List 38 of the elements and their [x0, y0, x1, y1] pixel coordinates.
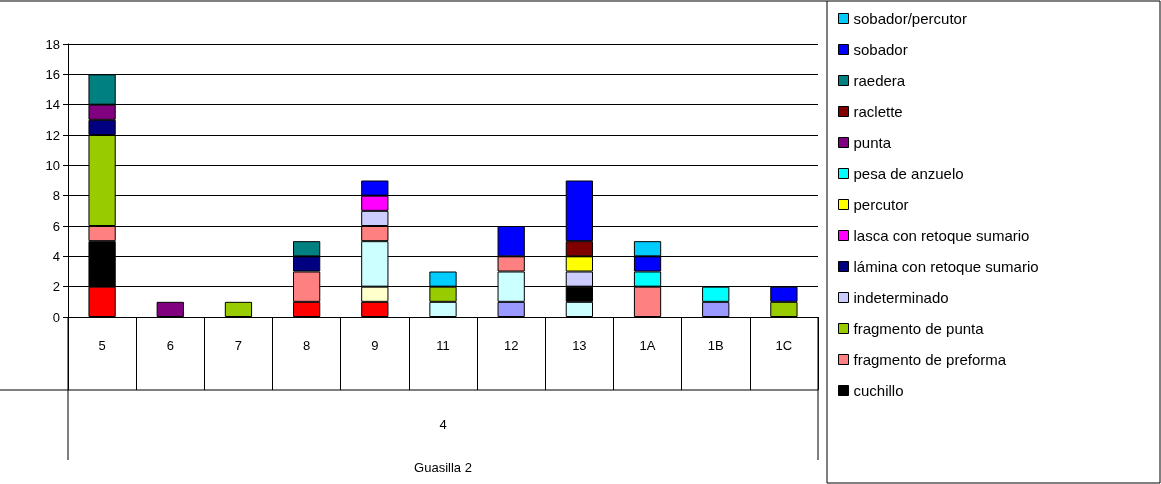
x-tick-label: 11 — [436, 338, 450, 353]
legend-label: indeterminado — [853, 289, 949, 306]
y-tick-label: 2 — [52, 279, 60, 295]
legend-label: percutor — [853, 196, 909, 213]
bar — [156, 301, 184, 317]
y-tick-label: 12 — [45, 127, 60, 143]
legend-label: raclette — [853, 103, 903, 120]
legend-label: lasca con retoque sumario — [853, 227, 1030, 244]
x-tick-label: 6 — [166, 338, 174, 353]
bar — [224, 301, 253, 317]
legend-label: sobador/percutor — [853, 10, 967, 27]
y-tick-label: 4 — [52, 248, 60, 264]
legend-label: raedera — [853, 72, 906, 89]
x-tick-label: 9 — [371, 338, 379, 353]
legend-label: fragmento de preforma — [853, 351, 1007, 368]
y-tick-label: 14 — [45, 97, 60, 113]
x-tick-label: 5 — [98, 338, 106, 353]
x-tick-label: 1B — [707, 338, 724, 353]
legend-label: punta — [853, 134, 892, 151]
text: Guasilla 2 — [414, 459, 472, 475]
y-tick-label: 0 — [52, 309, 60, 325]
legend-label: cuchillo — [853, 382, 904, 399]
legend-label: lámina con retoque sumario — [853, 258, 1039, 275]
legend-label: sobador — [853, 41, 908, 58]
x-tick-label: 1C — [775, 338, 793, 353]
y-tick-label: 16 — [45, 66, 60, 82]
x-tick-label: 12 — [503, 338, 519, 353]
text: 4 — [439, 416, 447, 432]
legend-label: pesa de anzuelo — [853, 165, 964, 182]
x-tick-label: 7 — [234, 338, 243, 353]
legend-label: fragmento de punta — [853, 320, 985, 337]
y-tick-label: 10 — [45, 157, 60, 173]
x-tick-label: 13 — [572, 338, 587, 353]
y-tick-label: 18 — [45, 36, 60, 52]
x-tick-label: 1A — [639, 338, 656, 353]
x-tick-label: 8 — [303, 338, 311, 353]
y-tick-label: 6 — [52, 218, 60, 234]
y-tick-label: 8 — [52, 188, 60, 204]
